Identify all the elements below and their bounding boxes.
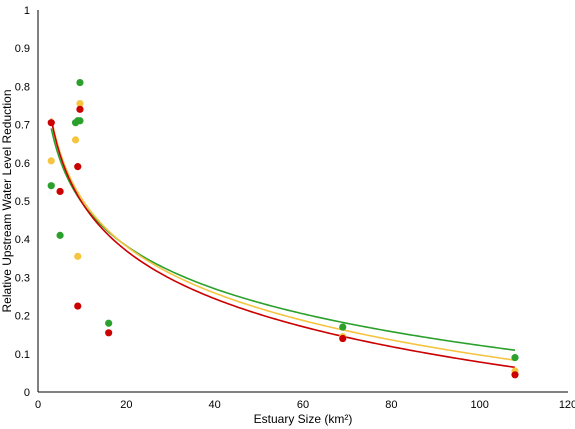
- x-tick-label: 120: [559, 399, 575, 411]
- data-point: [74, 163, 82, 171]
- x-tick-label: 60: [297, 399, 309, 411]
- data-point: [47, 182, 55, 190]
- data-point: [47, 119, 55, 127]
- x-tick-label: 100: [470, 399, 488, 411]
- data-point: [71, 136, 80, 144]
- y-tick-label: 0.3: [15, 272, 30, 284]
- y-tick-label: 0.6: [15, 158, 30, 170]
- data-point: [76, 117, 84, 125]
- data-point: [511, 354, 519, 362]
- x-tick-label: 40: [209, 399, 221, 411]
- data-points: [47, 78, 519, 379]
- y-tick-label: 0.2: [15, 311, 30, 323]
- trendlines: [50, 117, 516, 369]
- data-point: [56, 231, 64, 239]
- y-axis-label: Relative Upstream Water Level Reduction: [0, 90, 14, 313]
- tick-labels: 0 20 40 60 80 100 120 0 0.1 0.2 0.3 0.4 0.5 0.6 0.7 0.8…: [15, 5, 575, 411]
- y-tick-label: 0.7: [15, 120, 30, 132]
- x-axis-label: Estuary Size (km²): [254, 412, 353, 426]
- data-point: [76, 105, 84, 113]
- trendline-1: [50, 117, 516, 361]
- y-tick-label: 0.1: [15, 349, 30, 361]
- data-point: [56, 187, 64, 196]
- data-point: [339, 334, 347, 343]
- y-tick-label: 1: [24, 5, 30, 17]
- axes: [37, 10, 568, 393]
- x-tick-label: 80: [385, 399, 397, 411]
- y-tick-label: 0.9: [15, 43, 30, 55]
- y-tick-label: 0.8: [15, 81, 30, 93]
- trendline-0: [50, 128, 516, 351]
- y-tick-label: 0: [24, 387, 30, 399]
- trendline-2: [50, 119, 516, 369]
- x-tick-label: 20: [120, 399, 132, 411]
- data-point: [74, 302, 82, 310]
- data-point: [47, 157, 55, 165]
- data-point: [74, 252, 82, 260]
- x-tick-label: 0: [35, 399, 41, 411]
- y-tick-label: 0.5: [15, 196, 30, 208]
- data-point: [105, 319, 113, 327]
- data-point: [339, 323, 347, 331]
- data-point: [105, 329, 113, 337]
- y-tick-label: 0.4: [15, 234, 30, 246]
- data-point: [511, 371, 519, 379]
- data-point: [76, 78, 84, 87]
- data-point: [76, 99, 84, 108]
